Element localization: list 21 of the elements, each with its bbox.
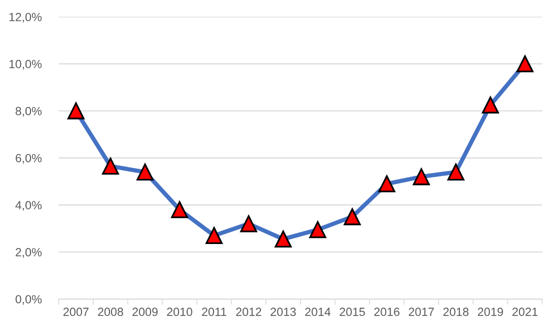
- y-tick-label: 10,0%: [9, 60, 42, 70]
- x-tick-label: 2012: [236, 308, 262, 316]
- y-tick-label: 8,0%: [16, 106, 42, 117]
- y-tick-label: 2,0%: [16, 248, 42, 258]
- y-tick-label: 4,0%: [15, 200, 42, 211]
- x-tick-label: 2007: [63, 308, 89, 316]
- x-tick-label: 2014: [305, 308, 331, 316]
- x-tick-label: 2017: [408, 308, 434, 316]
- x-tick-label: 2016: [374, 308, 400, 316]
- x-tick-label: 2018: [443, 308, 469, 316]
- x-tick-label: 2021: [512, 308, 538, 316]
- x-tick-label: 2008: [98, 308, 124, 316]
- x-tick-label: 2009: [132, 308, 158, 316]
- x-tick-label: 2011: [202, 308, 226, 316]
- x-tick-label: 2010: [167, 308, 192, 316]
- y-tick-label: 12,0%: [9, 12, 42, 23]
- x-tick-label: 2013: [270, 308, 296, 316]
- y-tick-label: 0,0%: [16, 295, 42, 305]
- x-tick-label: 2015: [340, 308, 365, 316]
- x-tick-label: 2019: [478, 308, 503, 316]
- y-tick-label: 6,0%: [16, 154, 42, 164]
